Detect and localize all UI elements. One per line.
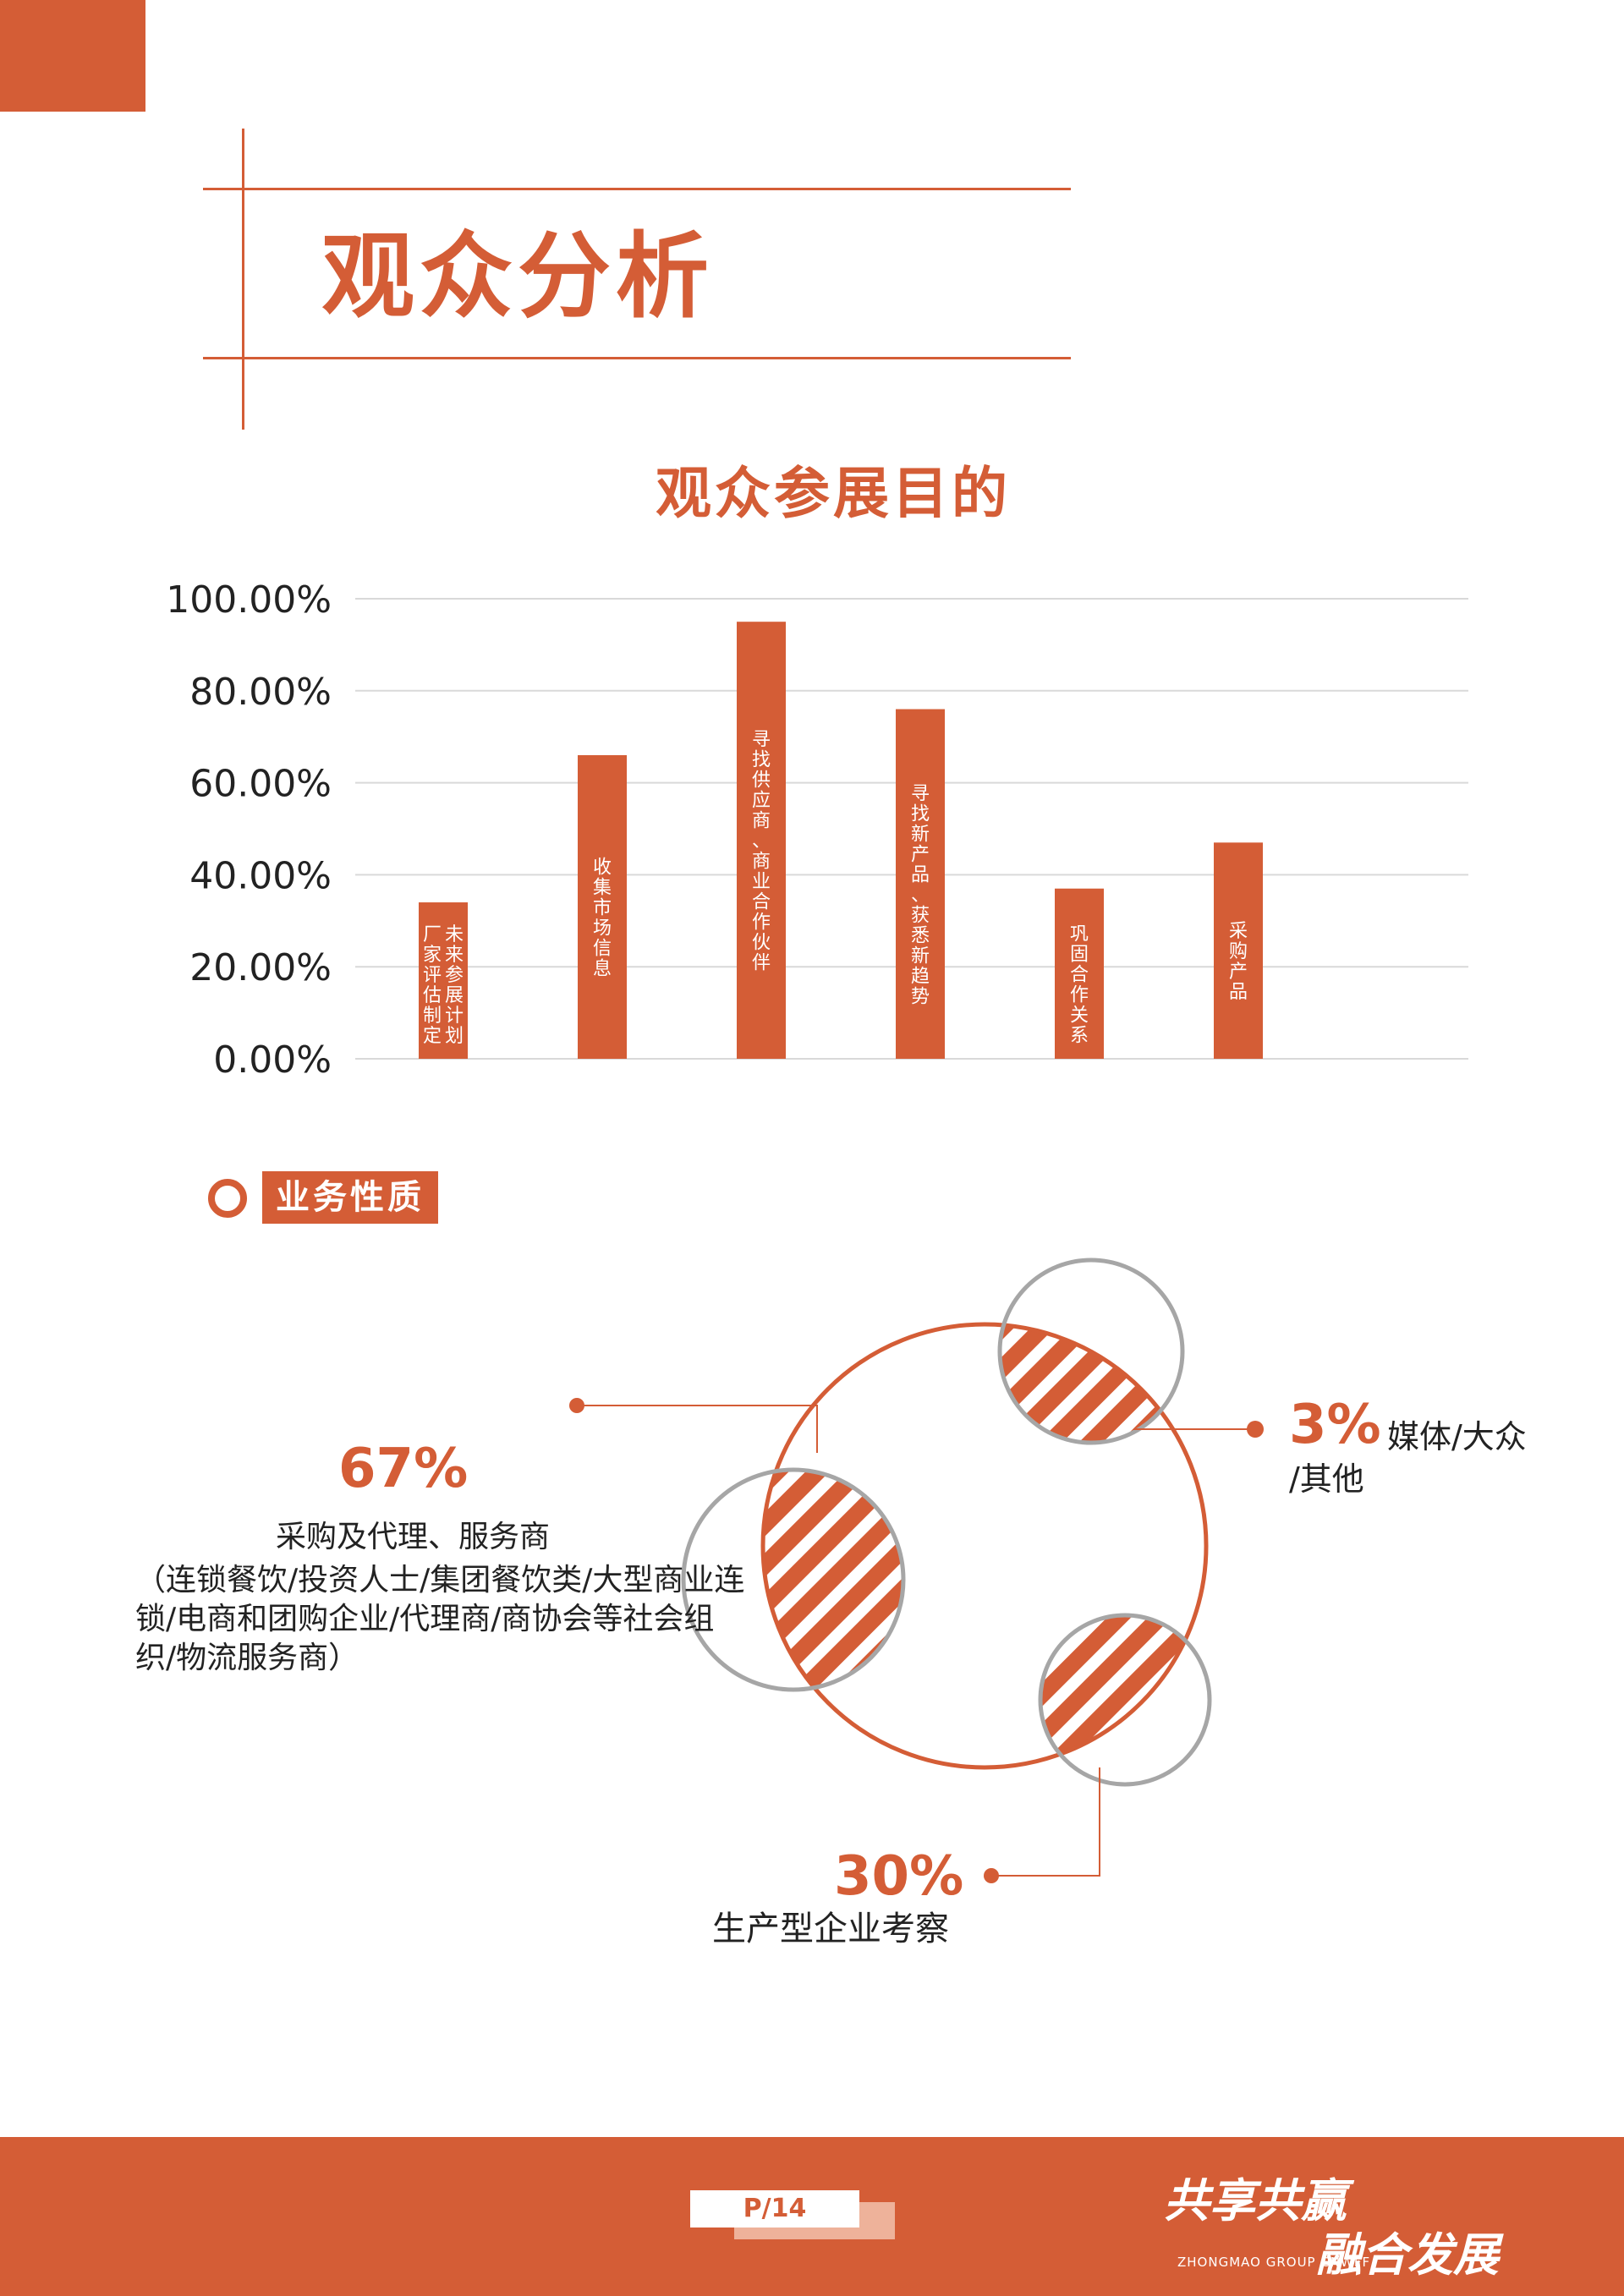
y-tick-label: 80.00% xyxy=(189,671,332,714)
label-3-line1: 媒体/大众 xyxy=(1387,1418,1527,1455)
bar-label: 未来参展计划 xyxy=(445,924,464,1047)
overlap-67 xyxy=(763,1470,903,1690)
bar-label: 巩固合作关系 xyxy=(1070,923,1089,1046)
leader-30 xyxy=(991,1767,1100,1877)
slogan-line1: 共享共赢 xyxy=(1164,2174,1347,2228)
title-rule-bottom xyxy=(203,357,1071,359)
slogan-line2: 融合发展 xyxy=(1316,2228,1499,2282)
leader-67 xyxy=(577,1405,818,1453)
section-ring-icon xyxy=(208,1179,247,1218)
label-30: 生产型企业考察 xyxy=(712,1910,949,1948)
y-tick-label: 20.00% xyxy=(189,946,332,989)
business-venn-diagram xyxy=(569,1258,1264,1883)
y-tick-label: 40.00% xyxy=(189,854,332,897)
detail-67-line1: （连锁餐饮/投资人士/集团餐饮类/大型商业连 xyxy=(135,1563,745,1597)
bar xyxy=(1214,842,1263,1059)
ring-30 xyxy=(1038,1613,1212,1787)
y-tick-label: 60.00% xyxy=(189,763,332,806)
bar xyxy=(737,622,786,1059)
page-number: P/14 xyxy=(690,2190,859,2228)
bar-label: 厂家评估制定 xyxy=(423,924,442,1047)
pct-3: 3% xyxy=(1289,1394,1381,1456)
detail-67-line3: 织/物流服务商） xyxy=(135,1641,359,1675)
ring-67 xyxy=(681,1467,906,1692)
y-tick-label: 0.00% xyxy=(213,1038,332,1082)
main-circle xyxy=(760,1322,1209,1770)
bar-label: 采购产品 xyxy=(1229,921,1248,1003)
bar-label: 寻找新产品、获悉新趋势 xyxy=(911,783,930,1007)
title-rule-vertical xyxy=(242,129,244,430)
detail-67-line2: 锁/电商和团购企业/代理商/商协会等社会组 xyxy=(135,1602,715,1636)
leader-dot-3 xyxy=(1247,1421,1264,1438)
bar-label: 寻找供应商、商业合作伙伴 xyxy=(752,730,771,974)
label-3-line2: /其他 xyxy=(1289,1460,1364,1498)
y-tick-label: 100.00% xyxy=(166,578,332,622)
pct-67: 67% xyxy=(338,1438,469,1500)
bar xyxy=(578,754,627,1059)
leader-dot-30 xyxy=(984,1868,999,1883)
label-67: 采购及代理、服务商 xyxy=(276,1520,551,1554)
section-label: 业务性质 xyxy=(262,1171,438,1224)
corner-block xyxy=(0,0,145,112)
brand-english: ZHONGMAO GROUP CNWFF xyxy=(1177,2255,1371,2270)
bar-label: 收集市场信息 xyxy=(593,857,612,979)
page-title: 观众分析 xyxy=(321,222,714,331)
bar-chart: 0.00% 20.00% 40.00% 60.00% 80.00% 100.00% 未来参展… xyxy=(166,578,1468,1082)
bar xyxy=(419,902,468,1059)
pct-30: 30% xyxy=(834,1845,964,1908)
bar xyxy=(896,709,945,1059)
bar xyxy=(1055,888,1104,1059)
leader-dot-67 xyxy=(569,1398,584,1413)
title-rule-top xyxy=(203,188,1071,190)
ring-3 xyxy=(997,1258,1185,1445)
chart-title: 观众参展目的 xyxy=(656,461,1011,526)
